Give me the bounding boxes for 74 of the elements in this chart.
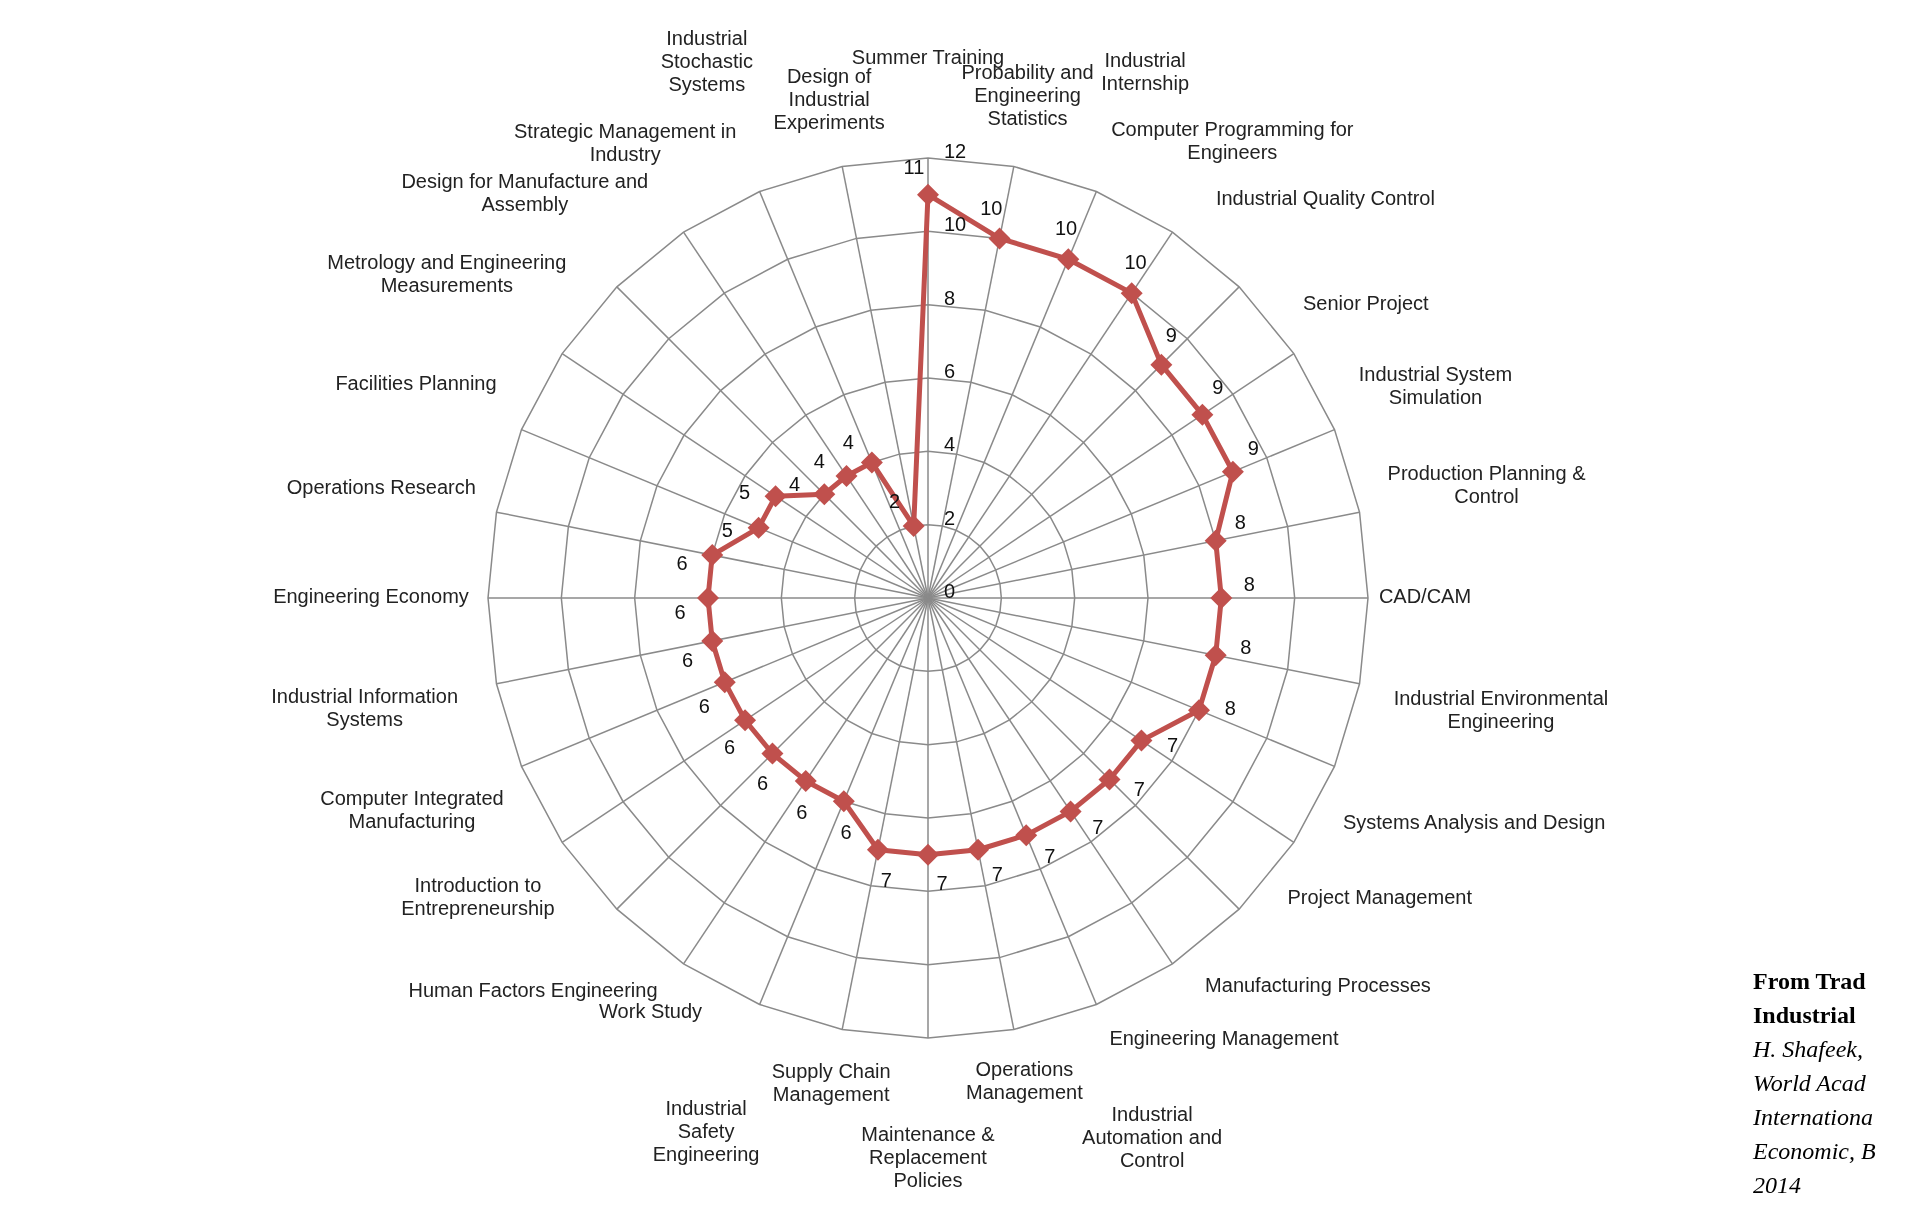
text: Economic, B: [1753, 1138, 1876, 1165]
spoke-label: Design for Manufacture and Assembly: [401, 169, 649, 215]
spoke-label: Computer Programming for Engineers: [1111, 117, 1354, 163]
y-tick-label: 10: [944, 213, 967, 236]
data-label: 7: [1166, 733, 1179, 756]
spoke-label: Senior Project: [1303, 291, 1430, 314]
text: Internationa: [1753, 1104, 1873, 1131]
spoke-label: Operations Management: [966, 1057, 1084, 1103]
data-label: 7: [880, 868, 892, 891]
data-label: 8: [1234, 510, 1246, 533]
data-label: 8: [1240, 635, 1252, 658]
spoke-label: Facilities Planning: [335, 372, 497, 395]
data-label: 6: [676, 552, 688, 575]
y-tick-label: 2: [944, 506, 956, 529]
spoke-label: Systems Analysis and Design: [1342, 810, 1606, 833]
spoke-label: Supply Chain Management: [771, 1059, 891, 1105]
spoke-label: Human Factors Engineering: [408, 979, 658, 1002]
data-label: 6: [724, 736, 736, 759]
data-label: 6: [756, 772, 769, 795]
spoke-label: Strategic Management in Industry: [514, 119, 737, 165]
data-label: 5: [721, 519, 733, 542]
spoke-label: Industrial Internship: [1101, 48, 1190, 94]
text: Industrial: [1753, 1002, 1856, 1029]
spoke-label: Industrial Environmental Engineering: [1393, 686, 1609, 732]
y-tick-label: 6: [944, 360, 956, 382]
text: From Trad: [1753, 968, 1866, 995]
spoke-label: Industrial Quality Control: [1215, 187, 1435, 210]
spoke-label: Production Planning & Control: [1387, 461, 1587, 507]
data-label: 6: [698, 694, 710, 717]
data-label: 10: [1124, 251, 1147, 274]
data-label: 8: [1224, 697, 1236, 720]
data-label: 4: [813, 449, 825, 472]
y-tick-label: 0: [944, 580, 956, 602]
spoke-label: Industrial Automation and Control: [1082, 1102, 1223, 1171]
y-tick-label: 8: [944, 286, 956, 309]
spoke-label: Project Management: [1287, 886, 1473, 909]
spoke-label: Industrial Information Systems: [271, 685, 459, 731]
data-label: 10: [1054, 217, 1078, 240]
data-label: 7: [936, 871, 948, 894]
data-label: 10: [980, 197, 1003, 220]
spoke-label: Operations Research: [286, 475, 476, 498]
data-label: 9: [1165, 323, 1177, 346]
data-label: 9: [1247, 437, 1259, 460]
spoke-label: Introduction to Entrepreneurship: [401, 873, 555, 919]
data-label: 7: [1092, 815, 1104, 838]
spoke-label: Computer Integrated Manufacturing: [320, 786, 504, 832]
spoke-label: CAD/CAM: [1378, 584, 1472, 607]
data-label: 11: [903, 155, 925, 178]
data-label: 9: [1212, 376, 1224, 399]
spoke-label: Industrial System Simulation: [1358, 362, 1513, 408]
spoke-label: Maintenance & Replacement Policies: [861, 1123, 996, 1191]
data-label: 7: [1044, 844, 1056, 867]
y-tick-label: 4: [944, 433, 956, 456]
spoke-label: Design of Industrial Experiments: [773, 64, 885, 133]
spoke-label: Industrial Safety Engineering: [652, 1097, 760, 1166]
data-label: 6: [681, 649, 694, 672]
data-label: 6: [796, 800, 808, 823]
data-label: 6: [674, 601, 686, 623]
text: H. Shafeek,: [1753, 1036, 1863, 1063]
data-label: 7: [991, 863, 1003, 886]
text: 2014: [1753, 1172, 1801, 1199]
data-label: 8: [1243, 573, 1255, 595]
spoke-label: Manufacturing Processes: [1205, 974, 1431, 997]
spoke-label: Metrology and Engineering Measurements: [327, 251, 567, 297]
spoke-label: Engineering Management: [1109, 1027, 1339, 1050]
spoke-label: Engineering Economy: [273, 584, 469, 607]
text: World Acad: [1753, 1070, 1866, 1097]
data-label: 4: [842, 430, 854, 453]
data-label: 5: [738, 481, 751, 504]
spoke-label: Industrial Stochastic Systems: [660, 27, 753, 96]
y-tick-label: 12: [944, 140, 967, 162]
data-label: 7: [1133, 778, 1145, 801]
data-label: 6: [840, 821, 852, 844]
data-label: 4: [789, 473, 801, 496]
